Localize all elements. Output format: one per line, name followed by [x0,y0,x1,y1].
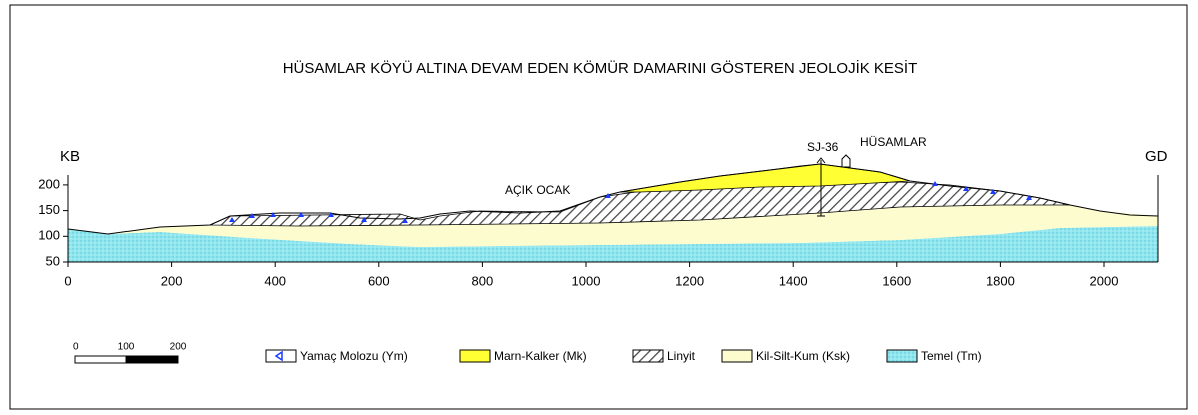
frame [9,4,1188,410]
legend-swatch [632,349,664,363]
x-tick-label: 600 [368,273,390,288]
legend-swatch [886,349,918,363]
village-icon [841,154,851,168]
x-tick-label: 2000 [1090,273,1119,288]
scale-label: 100 [118,342,135,353]
legend-swatch [721,349,753,363]
borehole-label: SJ-36 [807,140,839,154]
y-tick-label: 150 [38,202,60,217]
legend-label: Marn-Kalker (Mk) [494,349,587,363]
y-tick-label: 50 [46,253,60,268]
x-tick-label: 0 [64,273,71,288]
scale-label: 200 [170,342,187,353]
ground-surface [67,163,1159,235]
scale-bar-black [125,355,179,364]
x-tick-label: 1800 [986,273,1015,288]
legend-label: Kil-Silt-Kum (Ksk) [756,349,850,363]
y-tick-label: 200 [38,176,60,191]
x-tick-label: 1200 [675,273,704,288]
y-tick-label: 100 [38,228,60,243]
legend-label: Temel (Tm) [921,349,982,363]
left-end-label: KB [60,148,80,165]
title: HÜSAMLAR KÖYÜ ALTINA DEVAM EDEN KÖMÜR DA… [283,59,918,77]
legend-icon [274,350,283,362]
legend-swatch [265,349,297,363]
legend-label: Linyit [667,349,696,363]
x-tick-label: 1600 [882,273,911,288]
right-end-label: GD [1145,148,1168,165]
x-tick-label: 200 [161,273,183,288]
linyit [209,181,1071,227]
borehole-head [816,157,826,164]
x-tick-label: 1400 [779,273,808,288]
temel [68,226,1158,262]
mine-label: AÇIK OCAK [505,183,570,197]
x-tick-label: 800 [472,273,494,288]
x-tick-label: 400 [264,273,286,288]
x-tick-label: 1000 [572,273,601,288]
village-label: HÜSAMLAR [860,135,927,149]
markers [229,181,1032,223]
legend-swatch [459,349,491,363]
kil-silt-kum [68,205,1158,247]
scale-label: 0 [73,342,79,353]
legend-label: Yamaç Molozu (Ym) [300,349,408,363]
scale-bar-white [74,355,127,364]
